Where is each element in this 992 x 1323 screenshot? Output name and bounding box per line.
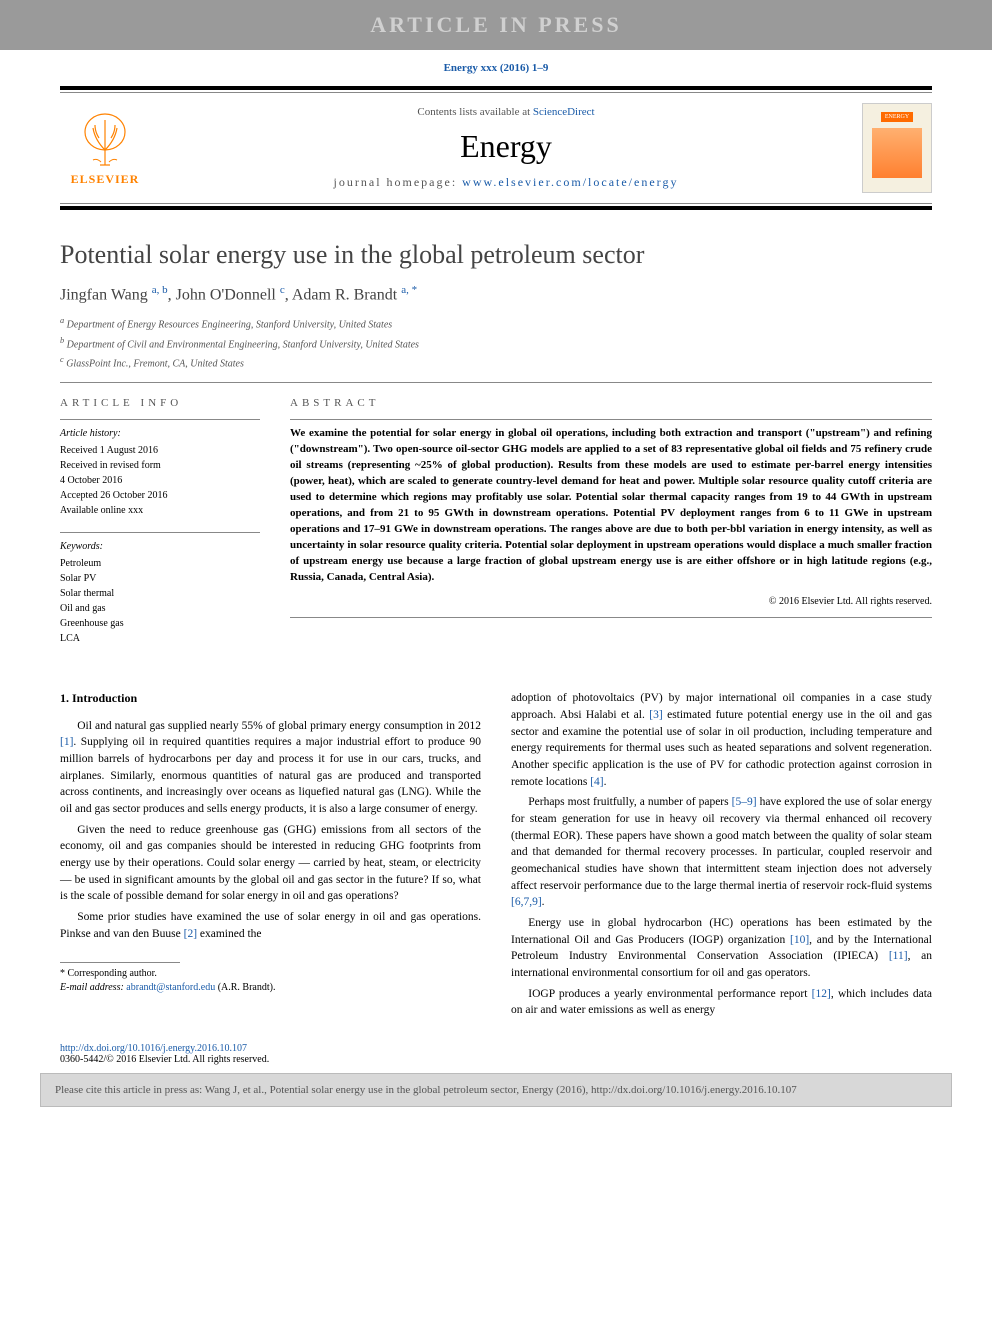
article-info-and-abstract: ARTICLE INFO Article history: Received 1… xyxy=(60,397,932,660)
journal-reference: Energy xxx (2016) 1–9 xyxy=(0,50,992,86)
elsevier-tree-icon xyxy=(75,110,135,170)
affiliation-c: c GlassPoint Inc., Fremont, CA, United S… xyxy=(60,353,932,372)
keywords-block: Keywords: Petroleum Solar PV Solar therm… xyxy=(60,539,260,646)
masthead-center: Contents lists available at ScienceDirec… xyxy=(170,106,842,190)
journal-homepage-link[interactable]: www.elsevier.com/locate/energy xyxy=(462,175,678,189)
divider xyxy=(60,532,260,533)
issn-copyright: 0360-5442/© 2016 Elsevier Ltd. All right… xyxy=(60,1054,269,1065)
ref-link[interactable]: [11] xyxy=(889,950,908,962)
banner-text: ARTICLE IN PRESS xyxy=(370,12,621,38)
affiliation-a: a Department of Energy Resources Enginee… xyxy=(60,314,932,333)
sciencedirect-link[interactable]: ScienceDirect xyxy=(533,106,595,118)
citation-box: Please cite this article in press as: Wa… xyxy=(40,1073,952,1107)
body-paragraph: Oil and natural gas supplied nearly 55% … xyxy=(60,718,481,818)
author-3-affil-sup: a, * xyxy=(401,284,417,296)
contents-list-line: Contents lists available at ScienceDirec… xyxy=(170,106,842,118)
article-content: Potential solar energy use in the global… xyxy=(0,210,992,1033)
article-in-press-banner: ARTICLE IN PRESS xyxy=(0,0,992,50)
article-info-heading: ARTICLE INFO xyxy=(60,397,260,409)
doi-block: http://dx.doi.org/10.1016/j.energy.2016.… xyxy=(60,1043,932,1065)
corresponding-email-link[interactable]: abrandt@stanford.edu xyxy=(126,982,215,993)
author-3: Adam R. Brandt xyxy=(292,286,401,303)
ref-link[interactable]: [12] xyxy=(812,988,831,1000)
corresponding-author-footnote: * Corresponding author. E-mail address: … xyxy=(60,967,481,995)
article-history: Article history: Received 1 August 2016 … xyxy=(60,426,260,518)
ref-link[interactable]: [3] xyxy=(649,709,662,721)
article-title: Potential solar energy use in the global… xyxy=(60,240,932,270)
masthead: ELSEVIER Contents lists available at Sci… xyxy=(60,92,932,204)
abstract-text: We examine the potential for solar energ… xyxy=(290,426,932,585)
cover-title: ENERGY xyxy=(881,112,913,122)
footnote-rule xyxy=(60,962,180,963)
history-line: 4 October 2016 xyxy=(60,473,260,488)
cover-art xyxy=(872,128,922,178)
author-1-affil-sup: a, b xyxy=(152,284,168,296)
ref-link[interactable]: [5–9] xyxy=(732,796,757,808)
keyword: Oil and gas xyxy=(60,601,260,616)
history-label: Article history: xyxy=(60,426,260,441)
author-1: Jingfan Wang xyxy=(60,286,152,303)
divider xyxy=(60,382,932,383)
masthead-container: ELSEVIER Contents lists available at Sci… xyxy=(60,86,932,210)
body-paragraph: Some prior studies have examined the use… xyxy=(60,909,481,942)
divider xyxy=(290,419,932,420)
body-paragraph: Perhaps most fruitfully, a number of pap… xyxy=(511,794,932,911)
corr-author-line: * Corresponding author. xyxy=(60,967,481,981)
body-paragraph: Energy use in global hydrocarbon (HC) op… xyxy=(511,915,932,982)
divider xyxy=(290,617,932,618)
author-2: John O'Donnell xyxy=(176,286,280,303)
email-line: E-mail address: abrandt@stanford.edu (A.… xyxy=(60,981,481,995)
body-paragraph: Given the need to reduce greenhouse gas … xyxy=(60,822,481,905)
journal-cover-thumbnail: ENERGY xyxy=(862,103,932,193)
abstract-column: ABSTRACT We examine the potential for so… xyxy=(290,397,932,660)
ref-link[interactable]: [4] xyxy=(590,776,603,788)
history-line: Received 1 August 2016 xyxy=(60,443,260,458)
keyword: LCA xyxy=(60,631,260,646)
elsevier-wordmark: ELSEVIER xyxy=(71,172,140,187)
body-paragraph: adoption of photovoltaics (PV) by major … xyxy=(511,690,932,790)
ref-link[interactable]: [6,7,9] xyxy=(511,896,542,908)
article-info-column: ARTICLE INFO Article history: Received 1… xyxy=(60,397,260,660)
divider xyxy=(60,419,260,420)
history-line: Accepted 26 October 2016 xyxy=(60,488,260,503)
abstract-heading: ABSTRACT xyxy=(290,397,932,409)
doi-link[interactable]: http://dx.doi.org/10.1016/j.energy.2016.… xyxy=(60,1043,247,1054)
keyword: Solar thermal xyxy=(60,586,260,601)
affiliation-b: b Department of Civil and Environmental … xyxy=(60,334,932,353)
history-line: Received in revised form xyxy=(60,458,260,473)
keyword: Petroleum xyxy=(60,556,260,571)
keywords-label: Keywords: xyxy=(60,539,260,554)
section-heading: 1. Introduction xyxy=(60,690,481,707)
history-line: Available online xxx xyxy=(60,503,260,518)
ref-link[interactable]: [10] xyxy=(790,934,809,946)
journal-name: Energy xyxy=(170,128,842,165)
body-paragraph: IOGP produces a yearly environmental per… xyxy=(511,986,932,1019)
author-list: Jingfan Wang a, b, John O'Donnell c, Ada… xyxy=(60,284,932,304)
elsevier-logo: ELSEVIER xyxy=(60,110,150,187)
keyword: Solar PV xyxy=(60,571,260,586)
abstract-copyright: © 2016 Elsevier Ltd. All rights reserved… xyxy=(290,596,932,607)
body-two-column: 1. Introduction Oil and natural gas supp… xyxy=(60,690,932,1023)
ref-link[interactable]: [1] xyxy=(60,736,73,748)
keyword-list: Petroleum Solar PV Solar thermal Oil and… xyxy=(60,556,260,646)
keyword: Greenhouse gas xyxy=(60,616,260,631)
journal-homepage-line: journal homepage: www.elsevier.com/locat… xyxy=(170,175,842,190)
affiliations: a Department of Energy Resources Enginee… xyxy=(60,314,932,372)
ref-link[interactable]: [2] xyxy=(184,928,197,940)
